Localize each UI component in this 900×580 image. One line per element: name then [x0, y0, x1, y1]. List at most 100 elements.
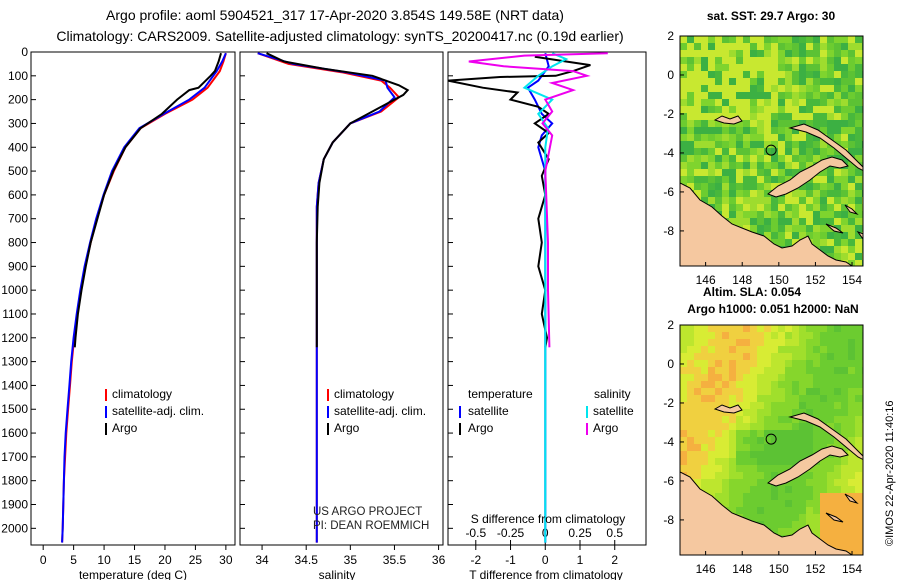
map-cell: [827, 78, 834, 85]
map-cell: [764, 162, 771, 169]
map-cell: [806, 225, 813, 232]
map-cell: [715, 465, 722, 472]
map-cell: [820, 388, 827, 395]
map-cell: [820, 190, 827, 197]
map-cell: [806, 402, 813, 409]
map-cell: [834, 409, 841, 416]
map-cell: [848, 493, 855, 500]
map-cell: [799, 50, 806, 57]
map-cell: [820, 204, 827, 211]
map-y-tick-label: 0: [667, 68, 674, 82]
map-cell: [799, 99, 806, 106]
map-cell: [757, 374, 764, 381]
map-cell: [743, 458, 750, 465]
map-cell: [708, 197, 715, 204]
map-cell: [813, 437, 820, 444]
map-cell: [757, 388, 764, 395]
map-cell: [715, 155, 722, 162]
map-cell: [701, 437, 708, 444]
map-cell: [743, 388, 750, 395]
coastline-islands: [713, 404, 859, 523]
map-cell: [841, 458, 848, 465]
map-cell: [722, 190, 729, 197]
map-cell: [771, 486, 778, 493]
map-cell: [708, 43, 715, 50]
y-tick-label: 1500: [1, 402, 28, 416]
map-cell: [841, 183, 848, 190]
map-cell: [855, 85, 862, 92]
map-cell: [736, 120, 743, 127]
map-cell: [820, 500, 827, 507]
map-cell: [806, 346, 813, 353]
map-cell: [792, 521, 799, 528]
x-tick-label: 0: [40, 553, 47, 567]
map-cell: [792, 360, 799, 367]
map-cell: [715, 416, 722, 423]
map-cell: [778, 155, 785, 162]
map-cell: [750, 218, 757, 225]
map-cell: [855, 127, 862, 134]
map-cell: [799, 339, 806, 346]
map-cell: [736, 423, 743, 430]
map-cell: [764, 169, 771, 176]
map-cell: [687, 402, 694, 409]
map-cell: [792, 514, 799, 521]
map-cell: [715, 120, 722, 127]
map-y-tick-label: 2: [667, 29, 674, 43]
map-cell: [848, 332, 855, 339]
map-cell: [771, 416, 778, 423]
map-cell: [750, 423, 757, 430]
climatology-line: [257, 52, 401, 543]
map-cell: [743, 507, 750, 514]
map-cell: [813, 346, 820, 353]
map-cell: [778, 92, 785, 99]
map-cell: [806, 514, 813, 521]
map-cell: [806, 486, 813, 493]
map-cell: [813, 99, 820, 106]
map-cell: [834, 50, 841, 57]
map-cell: [855, 528, 862, 535]
map-cell: [799, 36, 806, 43]
map-cell: [743, 141, 750, 148]
map-cell: [799, 120, 806, 127]
map-cell: [687, 367, 694, 374]
map-cell: [855, 472, 862, 479]
map-cell: [764, 141, 771, 148]
coastline-new-ireland: [788, 412, 863, 461]
map-cell: [778, 50, 785, 57]
map-cell: [778, 99, 785, 106]
map-cell: [799, 148, 806, 155]
map-cell: [785, 50, 792, 57]
map-cell: [694, 141, 701, 148]
map-cell: [785, 85, 792, 92]
map-cell: [680, 36, 687, 43]
map-cell: [806, 218, 813, 225]
map-cell: [743, 183, 750, 190]
map-cell: [680, 169, 687, 176]
map-cell: [771, 162, 778, 169]
map-cell: [848, 225, 855, 232]
map-cell: [806, 155, 813, 162]
y-tick-label: 1800: [1, 474, 28, 488]
map-cell: [834, 381, 841, 388]
map-cell: [806, 353, 813, 360]
map-cell: [750, 197, 757, 204]
map-cell: [820, 465, 827, 472]
map-cell: [750, 148, 757, 155]
map-cell: [722, 374, 729, 381]
map-cell: [799, 43, 806, 50]
map-cell: [827, 246, 834, 253]
map-cell: [806, 43, 813, 50]
map-cell: [680, 451, 687, 458]
map-cell: [855, 416, 862, 423]
map-cell: [834, 395, 841, 402]
map-cell: [722, 472, 729, 479]
map-cell: [757, 339, 764, 346]
map-cell: [834, 374, 841, 381]
map-cell: [827, 332, 834, 339]
map-cell: [694, 36, 701, 43]
map-cell: [743, 409, 750, 416]
map-cell: [722, 360, 729, 367]
map-cell: [855, 239, 862, 246]
map-cell: [834, 183, 841, 190]
